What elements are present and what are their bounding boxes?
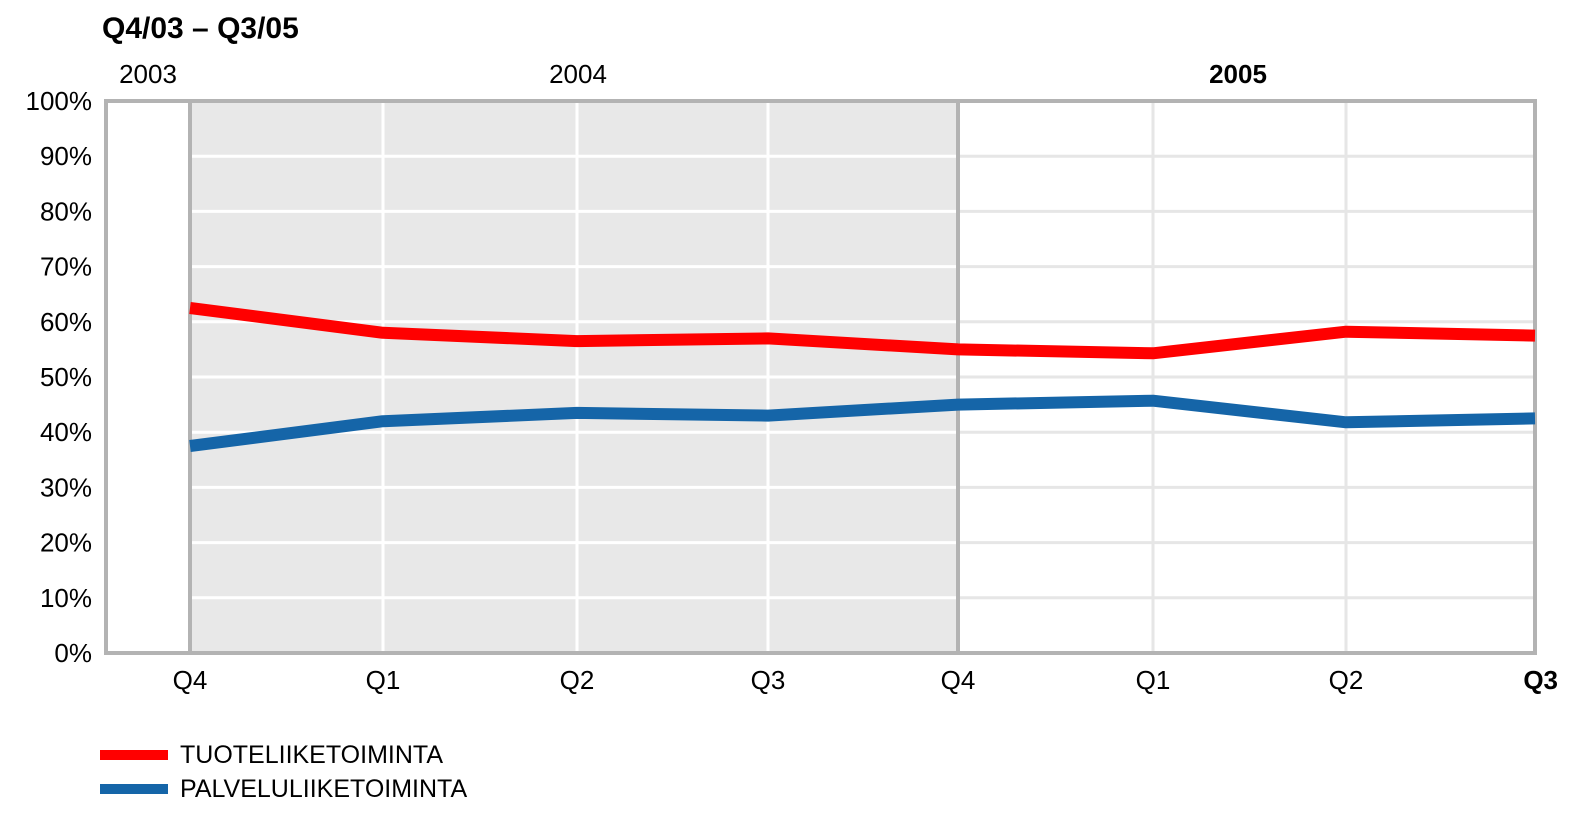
year-label-2003: 2003: [119, 59, 177, 89]
x-tick-label: Q3: [1523, 665, 1558, 695]
chart-title: Q4/03 – Q3/05: [102, 12, 299, 45]
x-tick-label: Q1: [1136, 665, 1171, 695]
x-tick-label: Q4: [173, 665, 208, 695]
y-tick-label: 50%: [40, 362, 92, 392]
series-line-palveluliiketoiminta: [189, 394, 1536, 452]
y-tick-label: 0%: [54, 638, 92, 668]
legend: TUOTELIIKETOIMINTA PALVELULIIKETOIMINTA: [100, 738, 467, 806]
legend-swatch-blue: [100, 784, 168, 794]
legend-swatch-red: [100, 750, 168, 760]
legend-label: PALVELULIIKETOIMINTA: [180, 775, 468, 803]
y-tick-label: 10%: [40, 583, 92, 613]
legend-item-palveluliiketoiminta: PALVELULIIKETOIMINTA: [100, 772, 467, 806]
plot-frame: [104, 99, 1537, 655]
year-label-2005: 2005: [1209, 59, 1267, 89]
x-tick-label: Q4: [941, 665, 976, 695]
series-line-tuoteliiketoiminta: [189, 302, 1536, 360]
y-tick-label: 20%: [40, 528, 92, 558]
y-tick-label: 60%: [40, 307, 92, 337]
year-label-2004: 2004: [549, 59, 607, 89]
x-tick-label: Q2: [1329, 665, 1364, 695]
y-tick-label: 70%: [40, 252, 92, 282]
y-tick-label: 40%: [40, 417, 92, 447]
x-tick-label: Q3: [751, 665, 786, 695]
plot-area: 0% 10% 20% 30% 40% 50% 60% 70% 80% 90% 100% Q4 Q1 Q2 Q…: [26, 86, 1559, 695]
y-tick-label: 30%: [40, 472, 92, 502]
y-tick-label: 100%: [26, 86, 93, 116]
x-tick-label: Q2: [560, 665, 595, 695]
legend-label: TUOTELIIKETOIMINTA: [180, 741, 443, 769]
legend-item-tuoteliiketoiminta: TUOTELIIKETOIMINTA: [100, 738, 467, 772]
x-tick-label: Q1: [366, 665, 401, 695]
y-tick-label: 90%: [40, 141, 92, 171]
y-tick-label: 80%: [40, 196, 92, 226]
